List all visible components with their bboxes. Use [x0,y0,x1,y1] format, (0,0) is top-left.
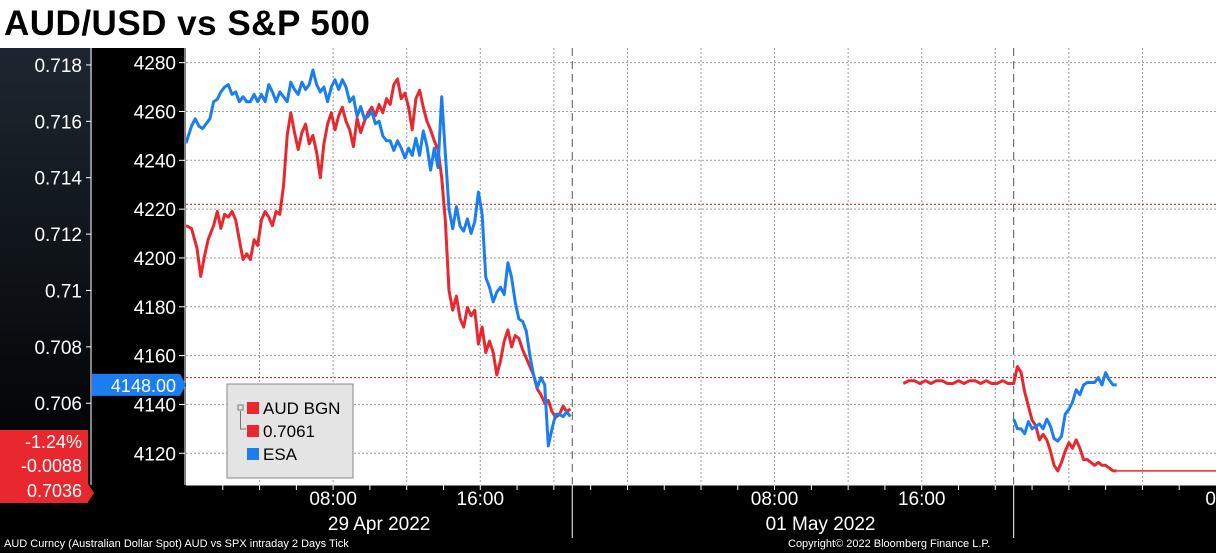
aud-change-abs: -0.0088 [21,456,82,476]
x-date-label: 01 May 2022 [766,514,876,535]
right-tick-label: 4160 [134,347,176,368]
left-axis-panel [0,48,92,485]
legend-collapse-icon [237,404,244,411]
left-axis: 0.718 0.716 0.714 0.712 0.71 0.708 0.706 [34,48,92,485]
x-time-label: 08:00 [751,489,799,510]
x-time-label: 16:00 [898,489,946,510]
x-axis: 08:00 16:00 08:00 16:00 0 29 Apr 2022 01 May 2… [186,484,1216,538]
legend-swatch [247,425,259,437]
footer-source: AUD Curncy (Australian Dollar Spot) AUD … [4,538,349,550]
right-tick-label: 4180 [134,298,176,319]
x-time-label: 0 [1205,489,1216,510]
right-tick-label: 4120 [134,444,176,465]
legend[interactable]: AUD BGN 0.7061 ESA [226,383,354,479]
esa-series-line [1012,371,1117,443]
chart-title: AUD/USD vs S&P 500 [4,4,371,43]
right-axis-panel [92,48,186,485]
aud-series-line [902,365,1117,473]
aud-badge-arrow [88,484,94,502]
x-axis-panel [186,485,1216,538]
right-tick-label: 4140 [134,395,176,416]
left-tick-label: 0.714 [34,169,82,190]
x-date-label: 29 Apr 2022 [328,514,430,535]
aud-change-badge [0,430,88,503]
right-tick-label: 4260 [134,102,176,123]
esa-series-line [186,68,572,448]
right-tick-label: 4280 [134,54,176,75]
legend-label: 0.7061 [263,422,315,441]
footer-copyright: Copyright© 2022 Bloomberg Finance L.P. [788,538,991,550]
right-axis: 4280 4260 4240 4220 4200 4180 4160 4140 4120 [134,48,186,485]
legend-swatch [247,448,259,460]
left-tick-label: 0.71 [45,281,82,302]
legend-swatch [247,402,259,414]
title-bar: AUD/USD vs S&P 500 [0,0,1216,48]
x-time-label: 08:00 [309,489,357,510]
right-tick-label: 4200 [134,249,176,270]
right-tick-label: 4220 [134,200,176,221]
value-badges: 4148.00 -1.24% -0.0088 0.7036 [0,373,186,503]
esa-last-badge [92,373,186,396]
left-tick-label: 0.712 [34,225,82,246]
legend-label: AUD BGN [263,399,340,418]
right-tick-label: 4240 [134,151,176,172]
aud-last-value: 0.7036 [27,481,82,501]
x-time-label: 16:00 [457,489,505,510]
left-tick-label: 0.716 [34,112,82,133]
legend-tree-connector [240,411,246,430]
legend-label: ESA [263,445,298,464]
aud-change-pct: -1.24% [25,432,82,452]
esa-last-value: 4148.00 [111,376,176,396]
left-tick-label: 0.708 [34,338,82,359]
aud-series-line [186,77,572,419]
left-tick-label: 0.718 [34,56,82,77]
left-tick-label: 0.706 [34,394,82,415]
series-lines [186,68,1216,473]
